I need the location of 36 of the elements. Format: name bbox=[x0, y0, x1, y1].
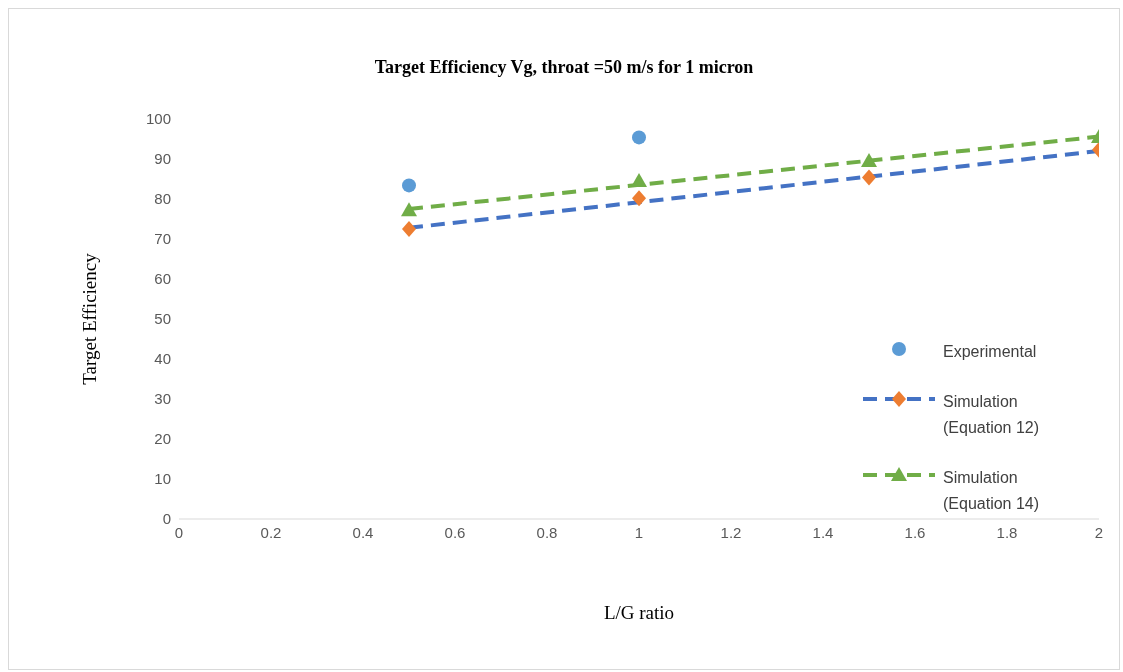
y-tick-label: 30 bbox=[154, 390, 171, 408]
point bbox=[861, 153, 877, 167]
legend-label: Simulation (Equation 12) bbox=[943, 392, 1041, 438]
x-tick-label: 0.4 bbox=[352, 523, 374, 541]
y-tick-label: 40 bbox=[154, 350, 171, 368]
y-tick-label: 90 bbox=[154, 150, 171, 168]
point bbox=[402, 221, 416, 237]
y-axis-title: Target Efficiency bbox=[78, 252, 100, 385]
chart-title: Target Efficiency Vg, throat =50 m/s for 1 micron bbox=[373, 57, 755, 78]
x-tick-label: 1.8 bbox=[996, 523, 1018, 541]
point bbox=[401, 202, 417, 217]
y-tick-label: 50 bbox=[154, 310, 171, 328]
x-axis-title: L/G ratio bbox=[603, 602, 675, 623]
point bbox=[402, 178, 416, 193]
x-tick-label: 1 bbox=[634, 523, 644, 541]
legend-label: Experimental bbox=[943, 342, 1038, 362]
x-tick-label: 2 bbox=[1094, 523, 1104, 541]
y-tick-label: 100 bbox=[145, 110, 171, 128]
y-tick-label: 0 bbox=[162, 510, 171, 528]
point bbox=[631, 173, 647, 187]
point bbox=[632, 130, 646, 145]
y-tick-label: 60 bbox=[154, 270, 171, 288]
x-tick-label: 1.2 bbox=[720, 523, 742, 541]
y-tick-label: 10 bbox=[154, 470, 171, 488]
point bbox=[862, 169, 876, 186]
point bbox=[632, 190, 646, 207]
x-tick-label: 0 bbox=[174, 523, 184, 541]
y-tick-label: 70 bbox=[154, 230, 171, 248]
x-tick-label: 0.6 bbox=[444, 523, 466, 541]
x-tick-label: 0.8 bbox=[536, 523, 558, 541]
y-tick-label: 80 bbox=[154, 190, 171, 208]
x-tick-label: 0.2 bbox=[260, 523, 282, 541]
y-tick-label: 20 bbox=[154, 430, 171, 448]
legend-label: Simulation (Equation 14) bbox=[943, 468, 1041, 514]
x-tick-label: 1.4 bbox=[812, 523, 834, 541]
x-tick-label: 1.6 bbox=[904, 523, 926, 541]
